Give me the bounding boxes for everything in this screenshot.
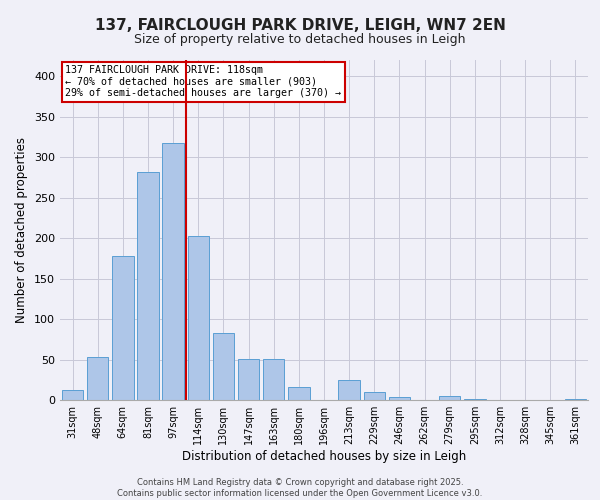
Bar [137, 172, 158, 400]
Bar [188, 236, 209, 400]
X-axis label: Distribution of detached houses by size in Leigh: Distribution of detached houses by size … [182, 450, 466, 463]
Bar [263, 358, 284, 400]
Text: Size of property relative to detached houses in Leigh: Size of property relative to detached ho… [134, 32, 466, 46]
Bar [238, 358, 259, 400]
Bar [364, 392, 385, 400]
Bar [338, 380, 360, 400]
Y-axis label: Number of detached properties: Number of detached properties [16, 137, 28, 323]
Bar [163, 144, 184, 400]
Bar [565, 399, 586, 400]
Bar [464, 399, 485, 400]
Bar [288, 387, 310, 400]
Bar [389, 397, 410, 400]
Bar [87, 357, 109, 400]
Bar [213, 333, 234, 400]
Text: Contains HM Land Registry data © Crown copyright and database right 2025.
Contai: Contains HM Land Registry data © Crown c… [118, 478, 482, 498]
Text: 137, FAIRCLOUGH PARK DRIVE, LEIGH, WN7 2EN: 137, FAIRCLOUGH PARK DRIVE, LEIGH, WN7 2… [95, 18, 505, 32]
Bar [62, 390, 83, 400]
Text: 137 FAIRCLOUGH PARK DRIVE: 118sqm
← 70% of detached houses are smaller (903)
29%: 137 FAIRCLOUGH PARK DRIVE: 118sqm ← 70% … [65, 65, 341, 98]
Bar [439, 396, 460, 400]
Bar [112, 256, 134, 400]
